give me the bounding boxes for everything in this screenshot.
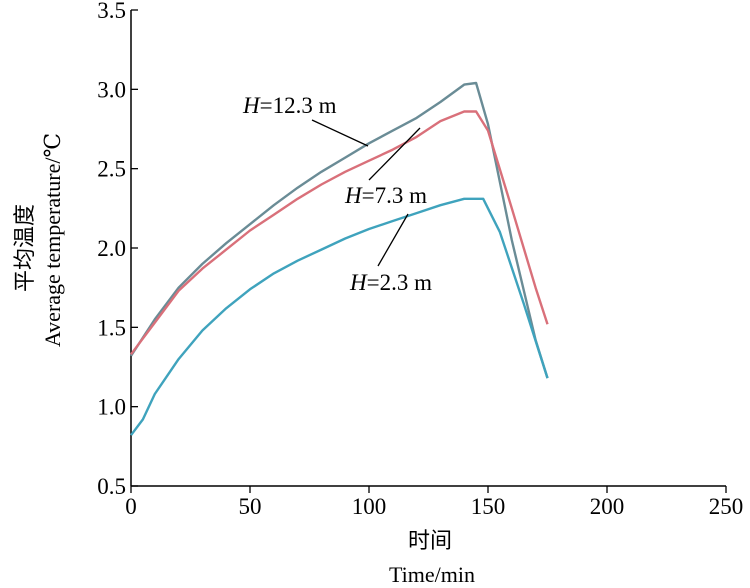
y-axis-label: Average temperature/℃ [40, 133, 65, 347]
y-tick-label: 0.5 [97, 474, 126, 499]
series-label-variable: H [344, 183, 363, 208]
series-line-3 [130, 197, 549, 436]
y-tick-label: 3.5 [97, 0, 126, 23]
series-line-1 [129, 81, 549, 379]
x-axis-label: Time/min [389, 562, 475, 587]
series-label-value: =12.3 m [260, 93, 337, 118]
series-layer [129, 81, 549, 436]
series-label-leader [311, 119, 369, 147]
y-tick-label: 1.0 [97, 395, 126, 420]
x-tick-label: 150 [471, 494, 506, 519]
x-tick-label: 50 [239, 494, 262, 519]
annotations: H=12.3 mH=7.3 mH=2.3 m [242, 93, 432, 295]
series-label-leader [377, 213, 409, 267]
y-tick-label: 2.5 [97, 157, 126, 182]
x-axis-label-chinese: 时间 [408, 528, 452, 553]
x-tick-label: 200 [590, 494, 625, 519]
series-line-2 [130, 110, 549, 356]
axes: 0 50 100 150 200 250 0.5 1.0 1.5 2.0 2.5 3.0 3.5 [97, 0, 743, 519]
y-axis-label-chinese: 平均温度 [12, 204, 37, 292]
series-label: H=12.3 m [242, 93, 337, 118]
y-tick-label: 1.5 [97, 315, 126, 340]
x-tick-label: 250 [709, 494, 744, 519]
series-label-variable: H [242, 93, 261, 118]
series-label-value: =2.3 m [367, 270, 432, 295]
series-label-value: =7.3 m [362, 183, 427, 208]
series-label-variable: H [349, 270, 368, 295]
y-tick-label: 2.0 [97, 236, 126, 261]
x-tick-label: 0 [125, 494, 137, 519]
x-tick-label: 100 [352, 494, 387, 519]
series-label: H=2.3 m [349, 270, 432, 295]
y-tick-label: 3.0 [97, 77, 126, 102]
series-label: H=7.3 m [344, 183, 427, 208]
series-label-leader [368, 127, 421, 181]
